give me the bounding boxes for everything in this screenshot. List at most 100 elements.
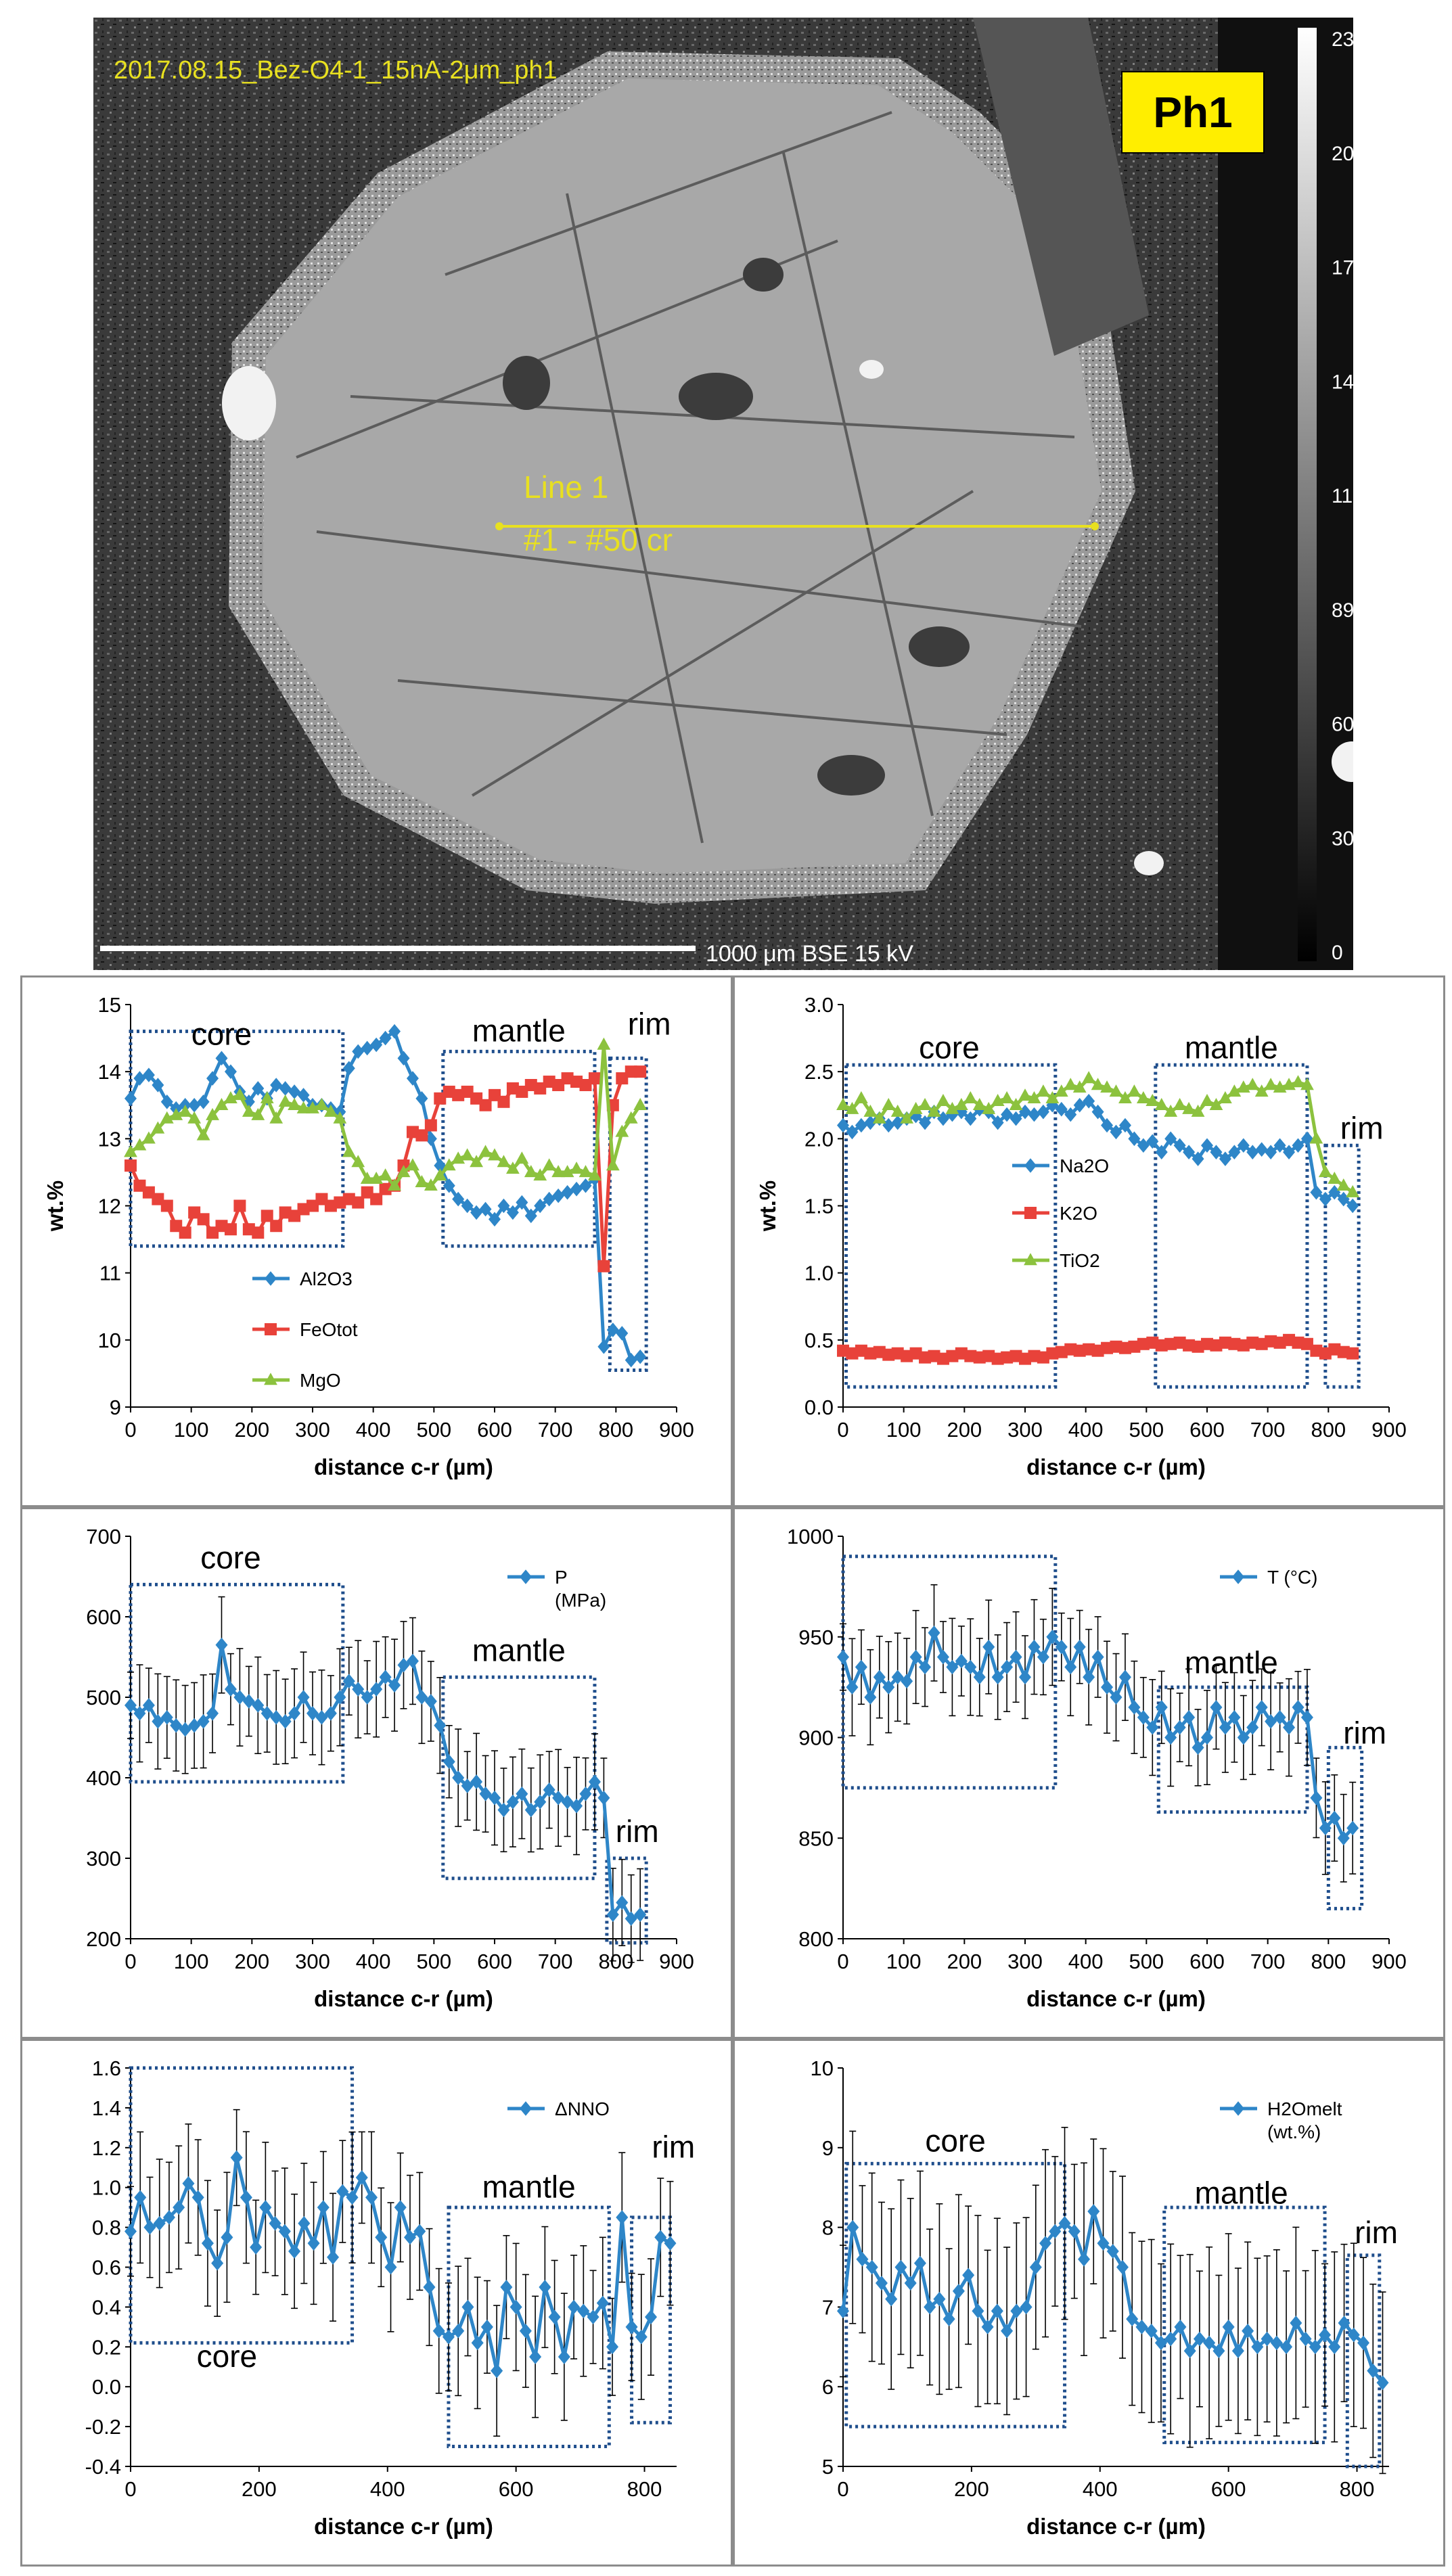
x-tick-label: 400 — [356, 1950, 391, 1973]
data-point — [278, 2224, 291, 2239]
x-tick-label: 700 — [1250, 1950, 1286, 1973]
data-point — [1091, 1649, 1104, 1665]
data-point — [1146, 1134, 1159, 1149]
data-point — [1346, 1347, 1359, 1360]
data-point — [606, 1322, 619, 1337]
grayscale-tick: 0 — [1332, 942, 1343, 964]
data-point — [1192, 1740, 1204, 1755]
data-point — [1037, 1104, 1049, 1120]
data-point — [570, 1181, 583, 1197]
data-point — [1270, 2335, 1283, 2351]
data-point — [1083, 1670, 1095, 1685]
data-point — [972, 2303, 984, 2319]
data-point — [1106, 2244, 1119, 2259]
y-tick-label: 12 — [98, 1195, 121, 1218]
data-point — [1192, 1151, 1204, 1166]
x-tick-label: 400 — [370, 2477, 405, 2501]
region-box — [844, 1063, 1058, 1389]
region-label: rim — [628, 1007, 671, 1042]
data-point — [1100, 1080, 1114, 1093]
data-point — [1222, 2320, 1235, 2334]
x-tick-label: 800 — [598, 1418, 633, 1442]
x-tick-label: 200 — [242, 2477, 277, 2501]
y-tick-label: 1.4 — [92, 2096, 121, 2120]
data-point — [224, 1223, 237, 1236]
data-point — [846, 2220, 859, 2235]
region-box — [1323, 1143, 1361, 1389]
data-point — [1346, 1198, 1359, 1214]
data-point — [288, 2244, 301, 2259]
data-point — [497, 1198, 510, 1214]
data-point — [423, 2280, 436, 2295]
data-point — [260, 1210, 273, 1222]
data-point — [1300, 1078, 1314, 1090]
data-point — [579, 1178, 592, 1193]
data-point — [548, 2309, 561, 2324]
data-point — [845, 1101, 859, 1114]
y-tick-label: 950 — [798, 1626, 834, 1649]
data-point — [361, 1690, 373, 1705]
data-point — [415, 1690, 428, 1705]
data-point — [1137, 1709, 1150, 1725]
data-point — [317, 2200, 330, 2215]
legend-label: (wt.%) — [1267, 2121, 1321, 2142]
data-point — [606, 1158, 620, 1171]
data-point — [1261, 2331, 1273, 2347]
data-point — [1173, 1138, 1186, 1153]
data-point — [1091, 1104, 1104, 1120]
data-point — [909, 1649, 922, 1665]
data-point — [250, 2240, 263, 2255]
grayscale-tick: 30 — [1332, 827, 1353, 850]
data-point — [298, 2215, 311, 2231]
y-tick-label: 1.0 — [804, 1262, 834, 1285]
data-point — [520, 1569, 532, 1584]
data-point — [597, 1339, 610, 1354]
crystal-core — [263, 78, 1102, 873]
x-axis-label: distance c-r (µm) — [314, 1986, 493, 2011]
data-point — [270, 1078, 283, 1092]
region-box — [441, 1675, 597, 1881]
data-point — [1028, 1639, 1041, 1655]
y-tick-label: 10 — [811, 2056, 834, 2080]
data-point — [378, 1168, 392, 1181]
data-point — [904, 2276, 917, 2291]
data-point — [864, 1115, 877, 1130]
data-point — [1319, 1191, 1332, 1207]
x-tick-label: 400 — [1068, 1418, 1104, 1442]
series-0 — [124, 2109, 677, 2437]
data-point — [160, 1199, 173, 1212]
phase-badge — [1121, 71, 1265, 154]
data-point — [270, 1709, 283, 1725]
data-point — [315, 1097, 329, 1110]
data-point — [872, 1111, 886, 1124]
data-point — [1227, 1084, 1242, 1097]
data-point — [461, 1198, 474, 1214]
x-tick-label: 0 — [124, 1418, 136, 1442]
data-point — [616, 1326, 629, 1341]
data-point — [143, 2220, 156, 2235]
data-point — [488, 1148, 501, 1161]
data-point — [1082, 1071, 1096, 1084]
y-tick-label: 800 — [798, 1927, 834, 1951]
y-axis-label: wt.% — [755, 1180, 780, 1232]
data-point — [972, 1097, 986, 1110]
x-tick-label: 700 — [538, 1950, 573, 1973]
data-point — [1073, 1097, 1086, 1113]
data-point — [964, 1111, 977, 1126]
data-point — [846, 1124, 859, 1140]
data-point — [542, 1158, 556, 1171]
data-point — [1264, 1078, 1278, 1090]
data-point — [221, 2230, 233, 2245]
scale-bar — [100, 946, 696, 951]
x-tick-label: 300 — [1007, 1418, 1043, 1442]
legend-label: TiO2 — [1060, 1250, 1100, 1271]
y-tick-label: 2.0 — [804, 1127, 834, 1151]
data-point — [215, 1637, 228, 1653]
x-tick-label: 300 — [1007, 1950, 1043, 1973]
data-point — [1376, 2375, 1389, 2391]
data-point — [269, 2215, 281, 2231]
data-point — [233, 1088, 247, 1101]
data-point — [964, 1659, 977, 1675]
data-point — [479, 1099, 492, 1111]
data-point — [1228, 1709, 1241, 1725]
